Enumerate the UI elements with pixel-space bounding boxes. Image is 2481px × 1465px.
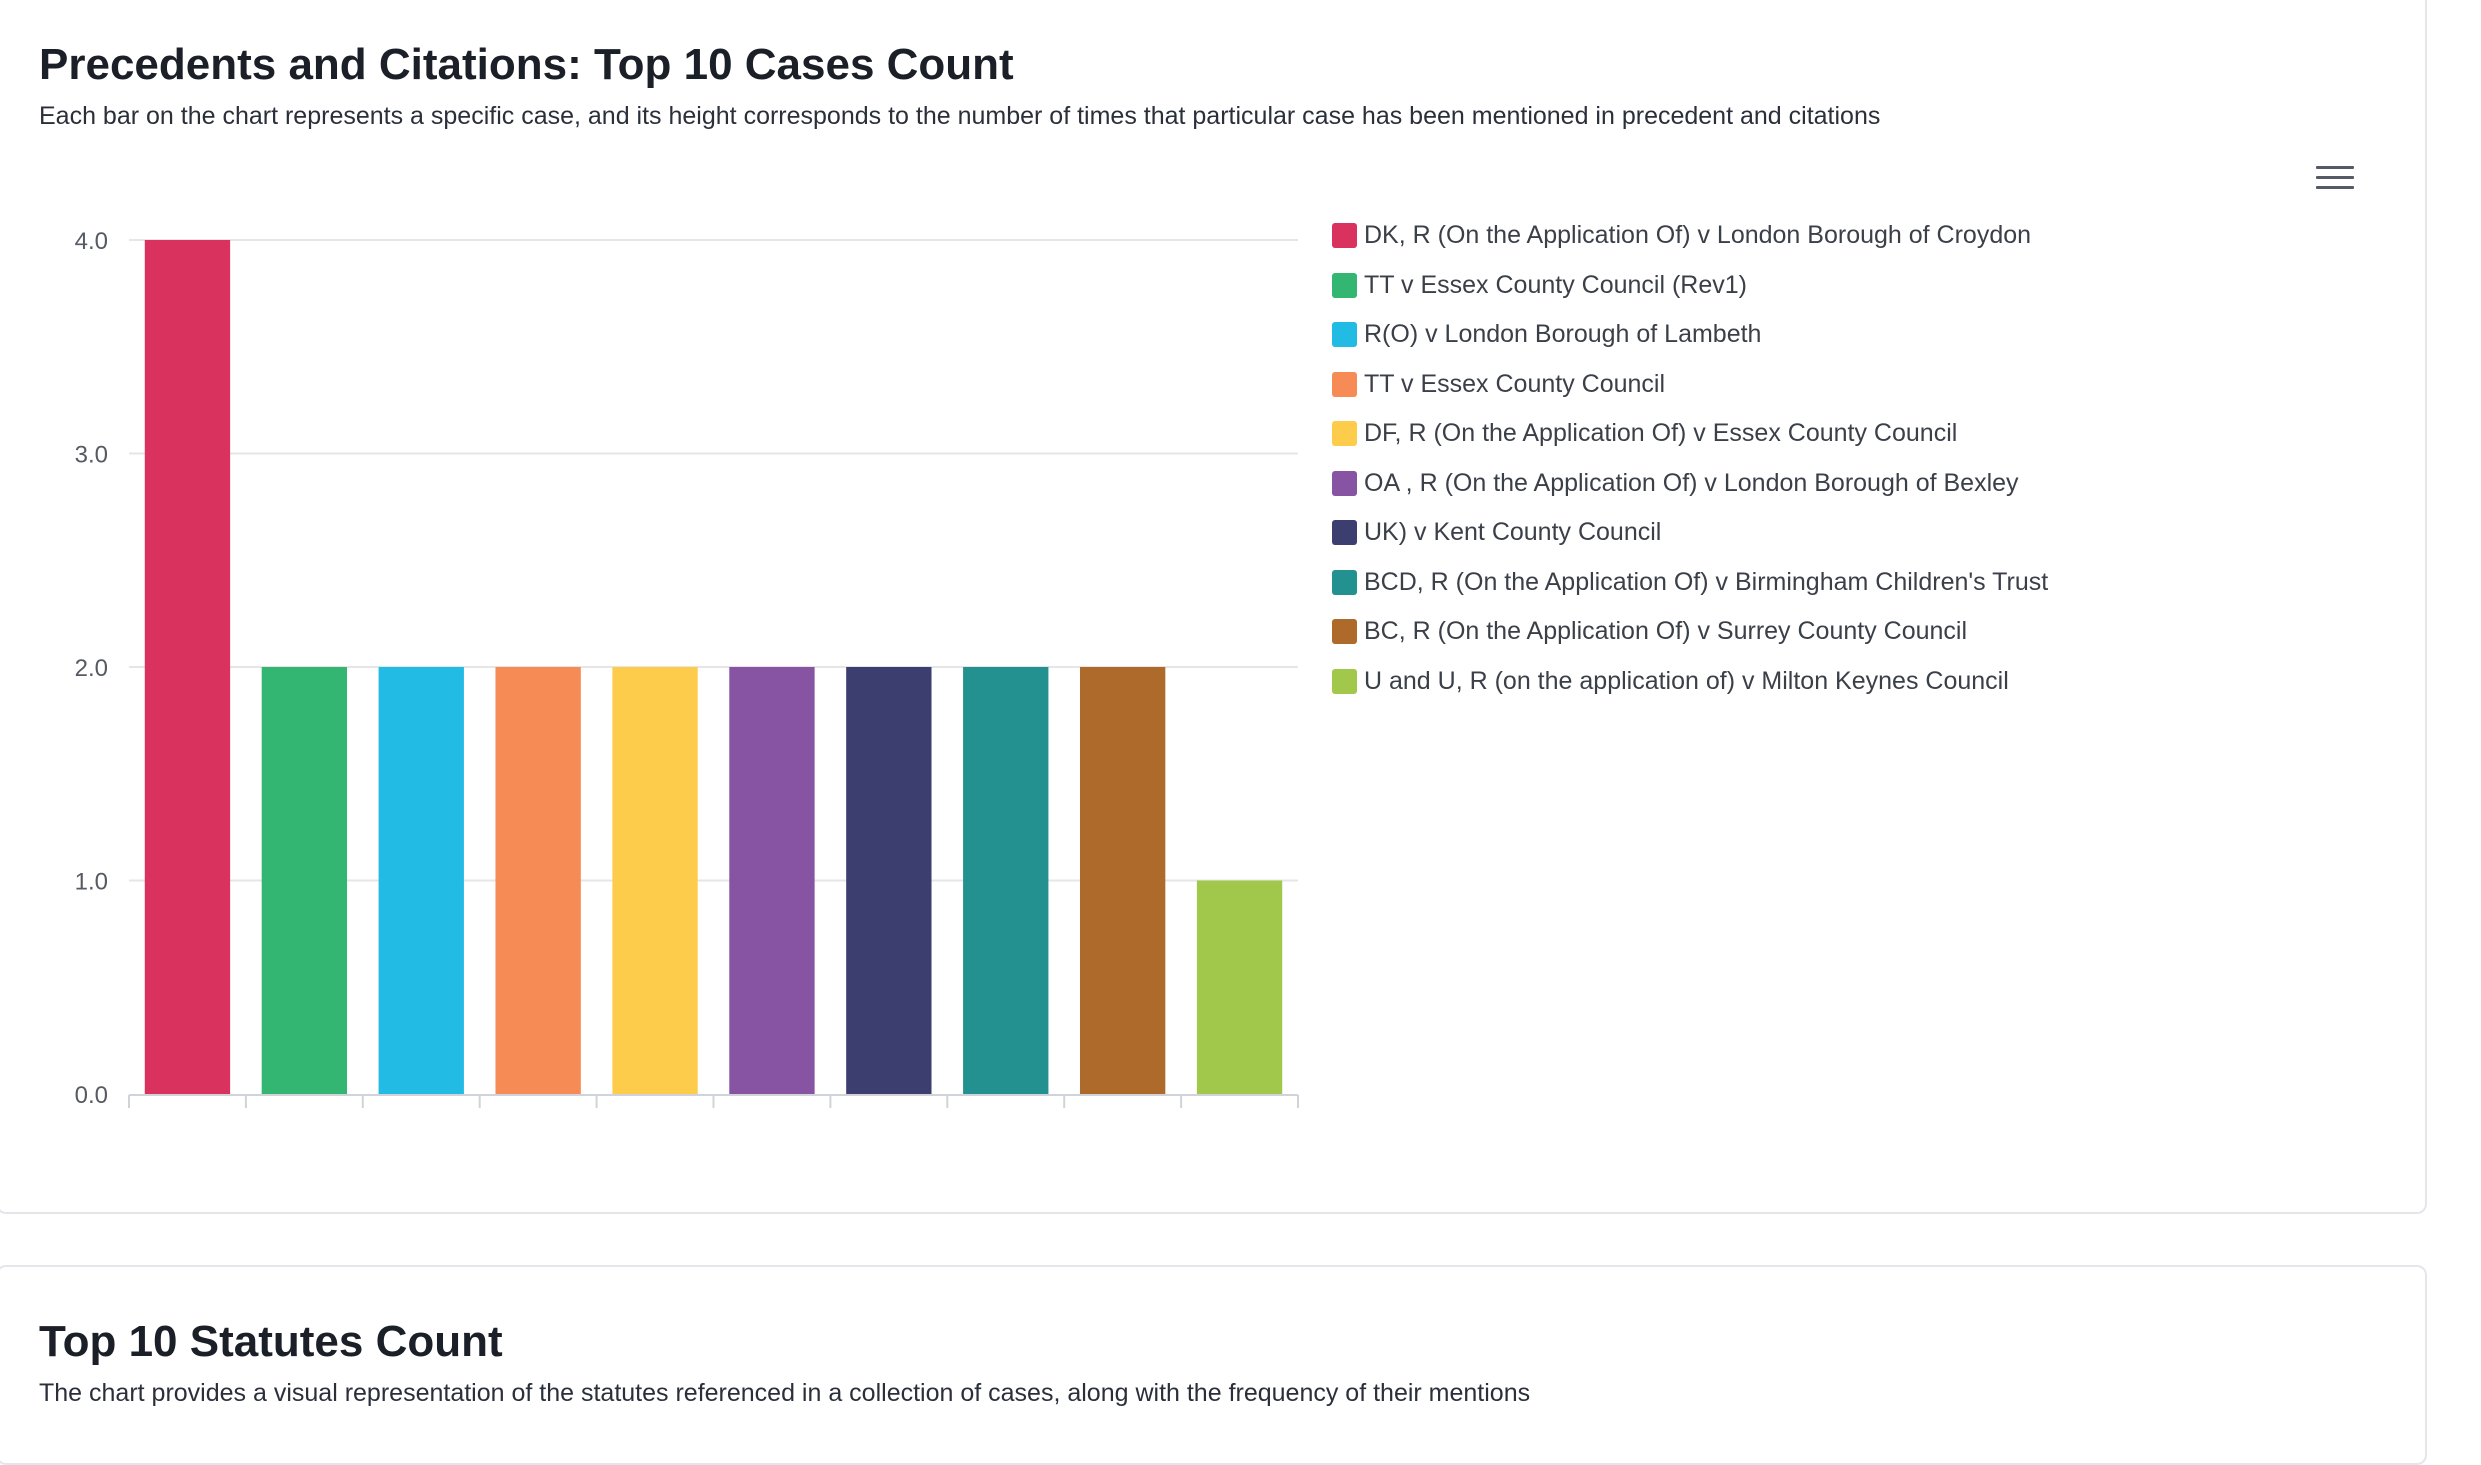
bar[interactable]	[144, 240, 231, 1094]
legend-swatch	[1332, 470, 1357, 496]
y-tick-label: 3.0	[75, 442, 108, 469]
legend-label: UK) v Kent County Council	[1364, 518, 1662, 546]
cases-bar-chart: 0.0 1.0 2.0 3.0 4.0	[75, 228, 1299, 1109]
y-tick-label: 1.0	[75, 869, 108, 896]
legend-item[interactable]: UK) v Kent County Council	[1332, 513, 2048, 563]
chart-legend: DK, R (On the Application Of) v London B…	[1332, 216, 2048, 711]
bar[interactable]	[495, 667, 581, 1094]
bar[interactable]	[261, 667, 348, 1094]
y-tick-label: 2.0	[75, 655, 108, 682]
legend-label: TT v Essex County Council (Rev1)	[1364, 270, 1747, 299]
bar[interactable]	[1079, 667, 1166, 1094]
legend-item[interactable]: DF, R (On the Application Of) v Essex Co…	[1332, 414, 2048, 464]
legend-item[interactable]: TT v Essex County Council	[1332, 365, 2048, 415]
legend-item[interactable]: OA , R (On the Application Of) v London …	[1332, 464, 2048, 514]
cases-chart-card: Precedents and Citations: Top 10 Cases C…	[0, 0, 2427, 1214]
cases-chart-description: Each bar on the chart represents a speci…	[39, 102, 1881, 130]
y-tick-label: 4.0	[75, 228, 108, 255]
legend-item[interactable]: U and U, R (on the application of) v Mil…	[1332, 662, 2048, 712]
legend-label: TT v Essex County Council	[1364, 369, 1666, 398]
legend-swatch	[1332, 569, 1357, 595]
legend-swatch	[1332, 619, 1357, 644]
legend-swatch	[1332, 223, 1357, 248]
legend-label: DK, R (On the Application Of) v London B…	[1364, 221, 2032, 249]
legend-swatch	[1332, 421, 1357, 446]
cases-chart-title: Precedents and Citations: Top 10 Cases C…	[39, 40, 1014, 89]
legend-label: U and U, R (on the application of) v Mil…	[1364, 666, 2009, 695]
bar[interactable]	[612, 667, 698, 1094]
legend-item[interactable]: BCD, R (On the Application Of) v Birming…	[1332, 563, 2048, 613]
legend-label: R(O) v London Borough of Lambeth	[1364, 320, 1762, 348]
bar[interactable]	[1196, 880, 1283, 1095]
legend-item[interactable]: TT v Essex County Council (Rev1)	[1332, 266, 2048, 316]
legend-label: OA , R (On the Application Of) v London …	[1364, 468, 2019, 497]
legend-item[interactable]: DK, R (On the Application Of) v London B…	[1332, 216, 2048, 266]
legend-label: BC, R (On the Application Of) v Surrey C…	[1364, 617, 1968, 645]
bar[interactable]	[846, 667, 932, 1094]
bar[interactable]	[963, 667, 1049, 1094]
legend-swatch	[1332, 668, 1357, 694]
bar[interactable]	[378, 667, 464, 1094]
legend-item[interactable]: R(O) v London Borough of Lambeth	[1332, 315, 2048, 365]
statutes-chart-description: The chart provides a visual representati…	[39, 1379, 1531, 1407]
legend-label: BCD, R (On the Application Of) v Birming…	[1364, 567, 2049, 596]
legend-swatch	[1332, 272, 1357, 298]
statutes-chart-card: Top 10 Statutes Count The chart provides…	[0, 1265, 2427, 1465]
bar[interactable]	[729, 667, 815, 1094]
legend-label: DF, R (On the Application Of) v Essex Co…	[1364, 419, 1958, 447]
statutes-chart-title: Top 10 Statutes Count	[39, 1317, 503, 1366]
legend-item[interactable]: BC, R (On the Application Of) v Surrey C…	[1332, 612, 2048, 662]
legend-swatch	[1332, 371, 1357, 397]
chart-menu-icon[interactable]	[2316, 166, 2354, 194]
y-tick-label: 0.0	[75, 1082, 108, 1109]
legend-swatch	[1332, 520, 1357, 545]
legend-swatch	[1332, 322, 1357, 347]
